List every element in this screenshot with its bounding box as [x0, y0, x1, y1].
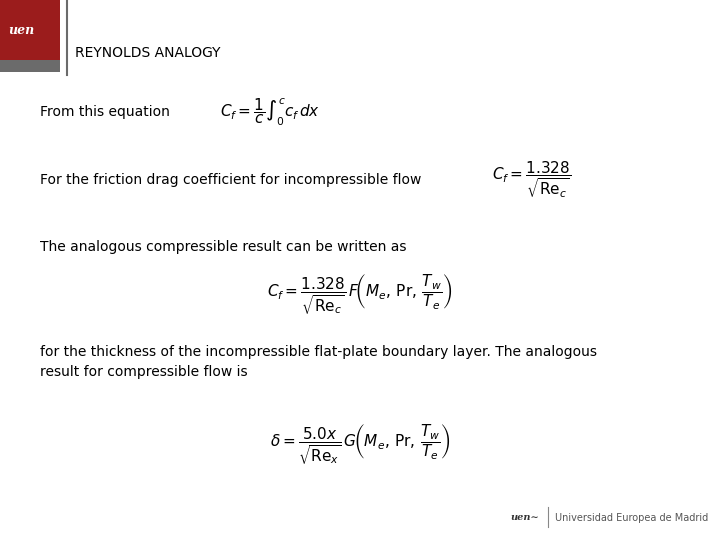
- Text: For the friction drag coefficient for incompressible flow: For the friction drag coefficient for in…: [40, 173, 421, 187]
- Text: $C_f = \dfrac{1.328}{\sqrt{\mathrm{Re}_c}}\, F\!\left(M_e,\, \mathrm{Pr},\, \dfr: $C_f = \dfrac{1.328}{\sqrt{\mathrm{Re}_c…: [267, 273, 453, 317]
- Text: Universidad Europea de Madrid: Universidad Europea de Madrid: [555, 513, 708, 523]
- Text: The analogous compressible result can be written as: The analogous compressible result can be…: [40, 240, 407, 254]
- Bar: [0, 0, 60, 60]
- Text: uen: uen: [8, 24, 35, 37]
- Bar: [0, 60, 60, 72]
- Text: for the thickness of the incompressible flat-plate boundary layer. The analogous: for the thickness of the incompressible …: [40, 345, 597, 379]
- Text: uen∼: uen∼: [510, 514, 539, 523]
- Text: REYNOLDS ANALOGY: REYNOLDS ANALOGY: [75, 46, 220, 60]
- Text: $C_f = \dfrac{1.328}{\sqrt{\mathrm{Re}_c}}$: $C_f = \dfrac{1.328}{\sqrt{\mathrm{Re}_c…: [492, 160, 571, 200]
- Text: $C_f = \dfrac{1}{c}\int_0^{c} c_f\, dx$: $C_f = \dfrac{1}{c}\int_0^{c} c_f\, dx$: [220, 96, 320, 127]
- Text: From this equation: From this equation: [40, 105, 170, 119]
- Text: $\delta = \dfrac{5.0x}{\sqrt{\mathrm{Re}_x}}\, G\!\left(M_e,\, \mathrm{Pr},\, \d: $\delta = \dfrac{5.0x}{\sqrt{\mathrm{Re}…: [270, 423, 450, 467]
